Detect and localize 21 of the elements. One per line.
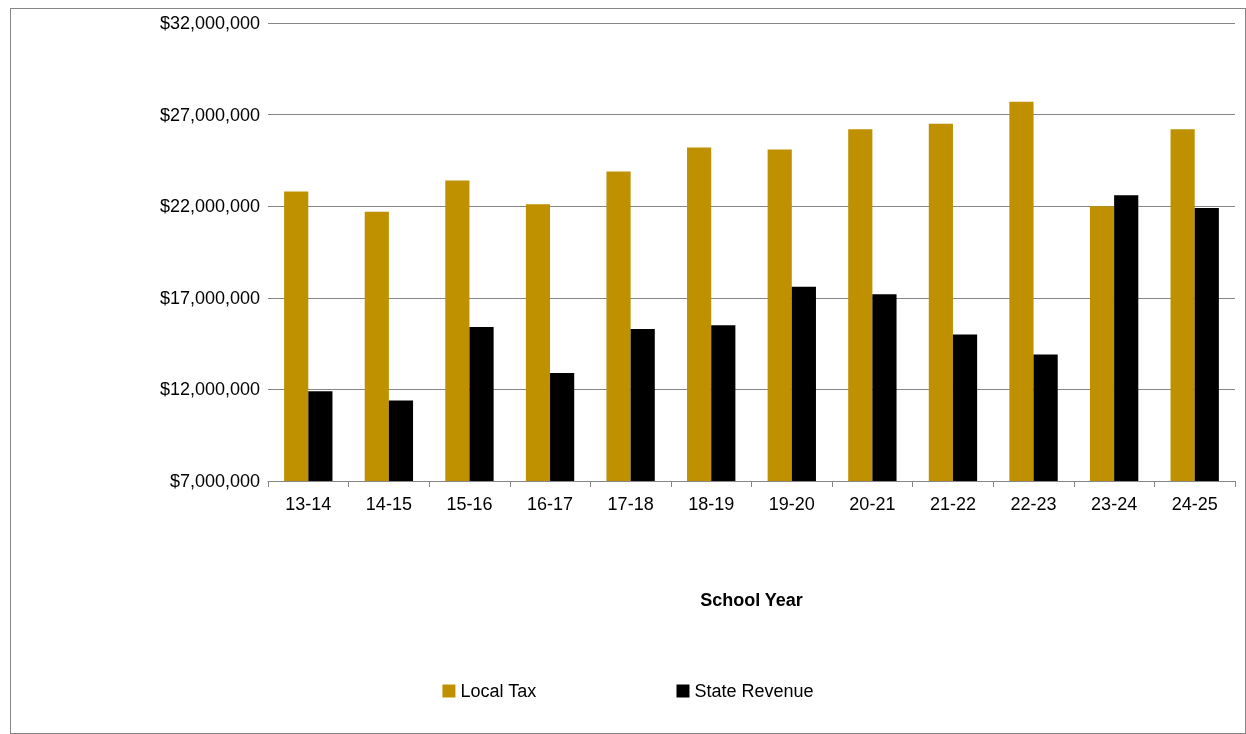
x-tick-label: 21-22 — [929, 494, 976, 514]
y-tick-label: $22,000,000 — [159, 196, 260, 217]
y-tick-label: $12,000,000 — [159, 379, 260, 400]
y-tick-label: $27,000,000 — [159, 104, 260, 125]
y-tick-label: $17,000,000 — [159, 287, 260, 308]
legend-label: Local Tax — [460, 681, 537, 701]
x-tick-label: 17-18 — [607, 494, 654, 514]
x-tick-label: 24-25 — [1171, 494, 1218, 514]
x-tick-label: 13-14 — [285, 494, 332, 514]
x-tick-label: 19-20 — [768, 494, 815, 514]
x-tick-label: 15-16 — [446, 494, 493, 514]
y-tick-label: $32,000,000 — [159, 13, 260, 33]
x-tick-label: 18-19 — [688, 494, 735, 514]
x-tick-label: 22-23 — [1010, 494, 1057, 514]
x-tick-label: 20-21 — [849, 494, 896, 514]
y-tick-label: $7,000,000 — [169, 471, 260, 491]
x-tick-label: 14-15 — [365, 494, 412, 514]
x-tick-label: 23-24 — [1091, 494, 1138, 514]
legend-label: State Revenue — [694, 681, 814, 701]
x-axis-title: School Year — [700, 590, 803, 610]
x-tick-label: 16-17 — [527, 494, 574, 514]
